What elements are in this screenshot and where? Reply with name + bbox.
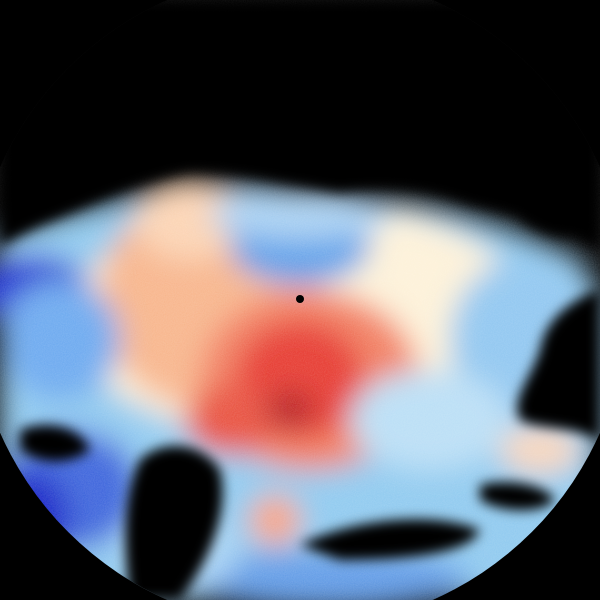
no-echo xyxy=(300,519,480,560)
no-echo xyxy=(520,196,600,237)
no-echo xyxy=(517,290,600,440)
radar-site xyxy=(296,295,304,303)
no-echo xyxy=(480,482,555,511)
no-echo xyxy=(20,425,90,462)
no-echo xyxy=(125,446,223,600)
no-echo xyxy=(0,0,600,250)
